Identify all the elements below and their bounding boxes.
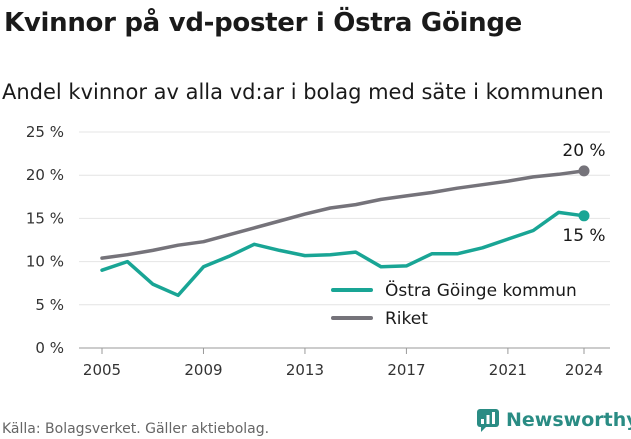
- series-end-point: [578, 165, 590, 177]
- source-note: Källa: Bolagsverket. Gäller aktiebolag.: [2, 421, 270, 437]
- y-tick-label: 0 %: [35, 339, 64, 357]
- newsworthy-logo: Newsworthy: [476, 408, 631, 432]
- chart-subtitle: Andel kvinnor av alla vd:ar i bolag med …: [2, 80, 604, 104]
- series-end-label: 15 %: [562, 226, 605, 246]
- series-end-label: 20 %: [562, 141, 605, 161]
- legend-label: Riket: [385, 309, 428, 329]
- series-end-point: [578, 210, 590, 222]
- newsworthy-logo-icon: [477, 409, 499, 432]
- y-tick-label: 5 %: [35, 296, 64, 314]
- x-tick-label: 2005: [83, 361, 121, 379]
- series-line: [100, 210, 586, 298]
- line-chart: 0 % 5 % 10 % 15 % 20 % 25 % 2005 2009 2013 2017 20…: [26, 123, 610, 379]
- series-line: [100, 169, 586, 260]
- x-tick-label: 2009: [184, 361, 222, 379]
- x-tick-label: 2024: [565, 361, 603, 379]
- chart-title: Kvinnor på vd-poster i Östra Göinge: [4, 8, 522, 38]
- brand-name: Newsworthy: [506, 409, 631, 431]
- y-tick-label: 20 %: [26, 166, 64, 184]
- y-tick-label: 10 %: [26, 253, 64, 271]
- y-tick-label: 25 %: [26, 123, 64, 141]
- x-tick-label: 2013: [286, 361, 324, 379]
- legend-label: Östra Göinge kommun: [385, 279, 577, 301]
- x-tick-label: 2017: [387, 361, 425, 379]
- y-tick-label: 15 %: [26, 209, 64, 227]
- x-tick-label: 2021: [489, 361, 527, 379]
